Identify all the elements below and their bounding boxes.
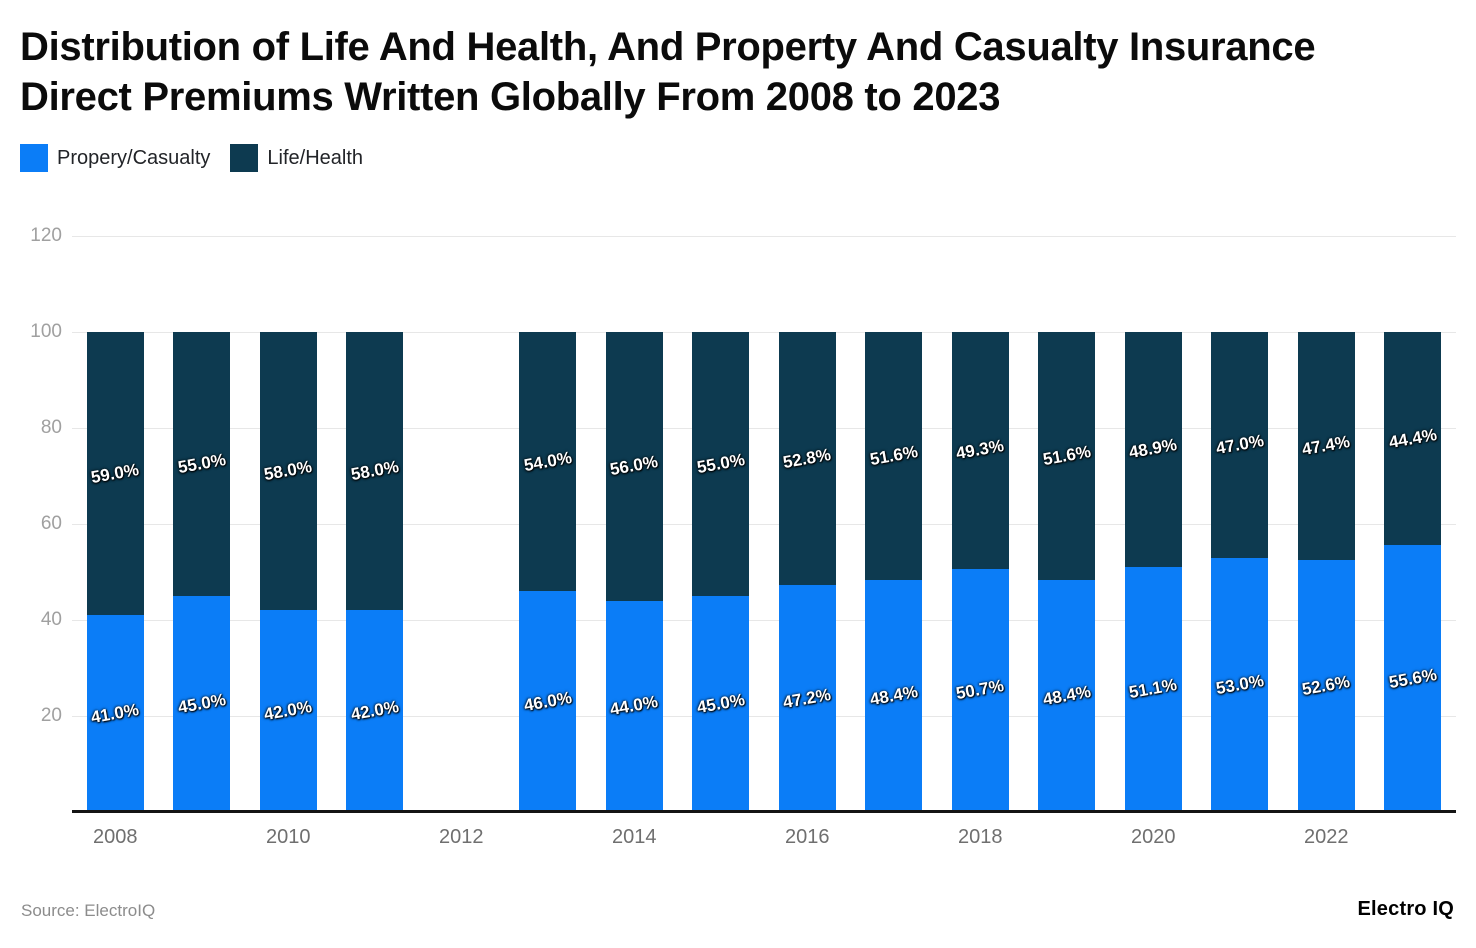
bar-segment-propery-casualty-2020[interactable] xyxy=(1124,566,1182,812)
bar-segment-propery-casualty-2022[interactable] xyxy=(1297,559,1355,812)
y-axis-label-60: 60 xyxy=(40,513,62,534)
legend-swatch-property-casualty xyxy=(20,144,48,172)
source-attribution: Source: ElectroIQ xyxy=(21,901,156,920)
x-axis-label-2014: 2014 xyxy=(612,826,657,848)
bar-segment-life-health-2017[interactable] xyxy=(865,332,923,580)
x-axis-label-2018: 2018 xyxy=(958,826,1003,848)
chart-legend: Propery/Casualty Life/Health xyxy=(20,144,363,172)
bar-segment-life-health-2010[interactable] xyxy=(259,332,317,611)
gridline-60 xyxy=(72,524,1456,525)
bar-segment-propery-casualty-2019[interactable] xyxy=(1038,579,1096,812)
bar-segment-life-health-2022[interactable] xyxy=(1297,332,1355,560)
x-axis-label-2016: 2016 xyxy=(785,826,830,848)
y-axis-label-120: 120 xyxy=(30,225,62,246)
legend-label-life-health: Life/Health xyxy=(267,146,364,169)
bar-segment-life-health-2015[interactable] xyxy=(692,332,750,596)
bar-segment-life-health-2008[interactable] xyxy=(86,332,144,616)
brand-logo: Electro IQ xyxy=(1357,898,1454,920)
x-axis-label-2012: 2012 xyxy=(439,826,484,848)
bar-segment-propery-casualty-2013[interactable] xyxy=(519,591,577,812)
x-axis-label-2022: 2022 xyxy=(1304,826,1349,848)
bar-segment-life-health-2013[interactable] xyxy=(519,332,577,592)
x-axis-label-2008: 2008 xyxy=(93,826,138,848)
bar-segment-life-health-2009[interactable] xyxy=(173,332,231,596)
bar-segment-propery-casualty-2011[interactable] xyxy=(346,610,404,812)
bar-segment-propery-casualty-2014[interactable] xyxy=(605,600,663,812)
bar-segment-life-health-2011[interactable] xyxy=(346,332,404,611)
page-title: Distribution of Life And Health, And Pro… xyxy=(20,22,1316,122)
y-axis-label-40: 40 xyxy=(40,609,62,630)
gridline-20 xyxy=(72,716,1456,717)
bar-segment-propery-casualty-2017[interactable] xyxy=(865,579,923,812)
gridline-100 xyxy=(72,332,1456,333)
gridline-120 xyxy=(72,236,1456,237)
gridline-80 xyxy=(72,428,1456,429)
bar-segment-propery-casualty-2018[interactable] xyxy=(951,568,1009,812)
bar-segment-life-health-2018[interactable] xyxy=(951,332,1009,569)
y-axis-label-20: 20 xyxy=(40,705,62,726)
bar-segment-life-health-2014[interactable] xyxy=(605,332,663,601)
bar-segment-propery-casualty-2016[interactable] xyxy=(778,585,836,812)
bar-segment-propery-casualty-2008[interactable] xyxy=(86,615,144,812)
legend-item-life-health[interactable]: Life/Health xyxy=(230,144,363,172)
page-title-line-2: Direct Premiums Written Globally From 20… xyxy=(20,75,1001,119)
bar-segment-life-health-2016[interactable] xyxy=(778,332,836,586)
bar-segment-life-health-2019[interactable] xyxy=(1038,332,1096,580)
page-title-line-1: Distribution of Life And Health, And Pro… xyxy=(20,25,1316,69)
bar-segment-life-health-2021[interactable] xyxy=(1211,332,1269,558)
y-axis-label-100: 100 xyxy=(30,321,62,342)
bar-segment-life-health-2020[interactable] xyxy=(1124,332,1182,567)
bar-segment-propery-casualty-2021[interactable] xyxy=(1211,557,1269,812)
x-axis-label-2020: 2020 xyxy=(1131,826,1176,848)
legend-item-property-casualty[interactable]: Propery/Casualty xyxy=(20,144,210,172)
x-axis-label-2010: 2010 xyxy=(266,826,311,848)
y-axis-label-80: 80 xyxy=(40,417,62,438)
legend-swatch-life-health xyxy=(230,144,259,172)
bar-segment-life-health-2023[interactable] xyxy=(1384,332,1442,546)
bar-segment-propery-casualty-2010[interactable] xyxy=(259,610,317,812)
gridline-40 xyxy=(72,620,1456,621)
bar-segment-propery-casualty-2009[interactable] xyxy=(173,596,231,812)
x-axis-line xyxy=(72,810,1456,813)
bar-segment-propery-casualty-2023[interactable] xyxy=(1384,545,1442,812)
bar-segment-propery-casualty-2015[interactable] xyxy=(692,596,750,812)
legend-label-property-casualty: Propery/Casualty xyxy=(57,146,211,169)
